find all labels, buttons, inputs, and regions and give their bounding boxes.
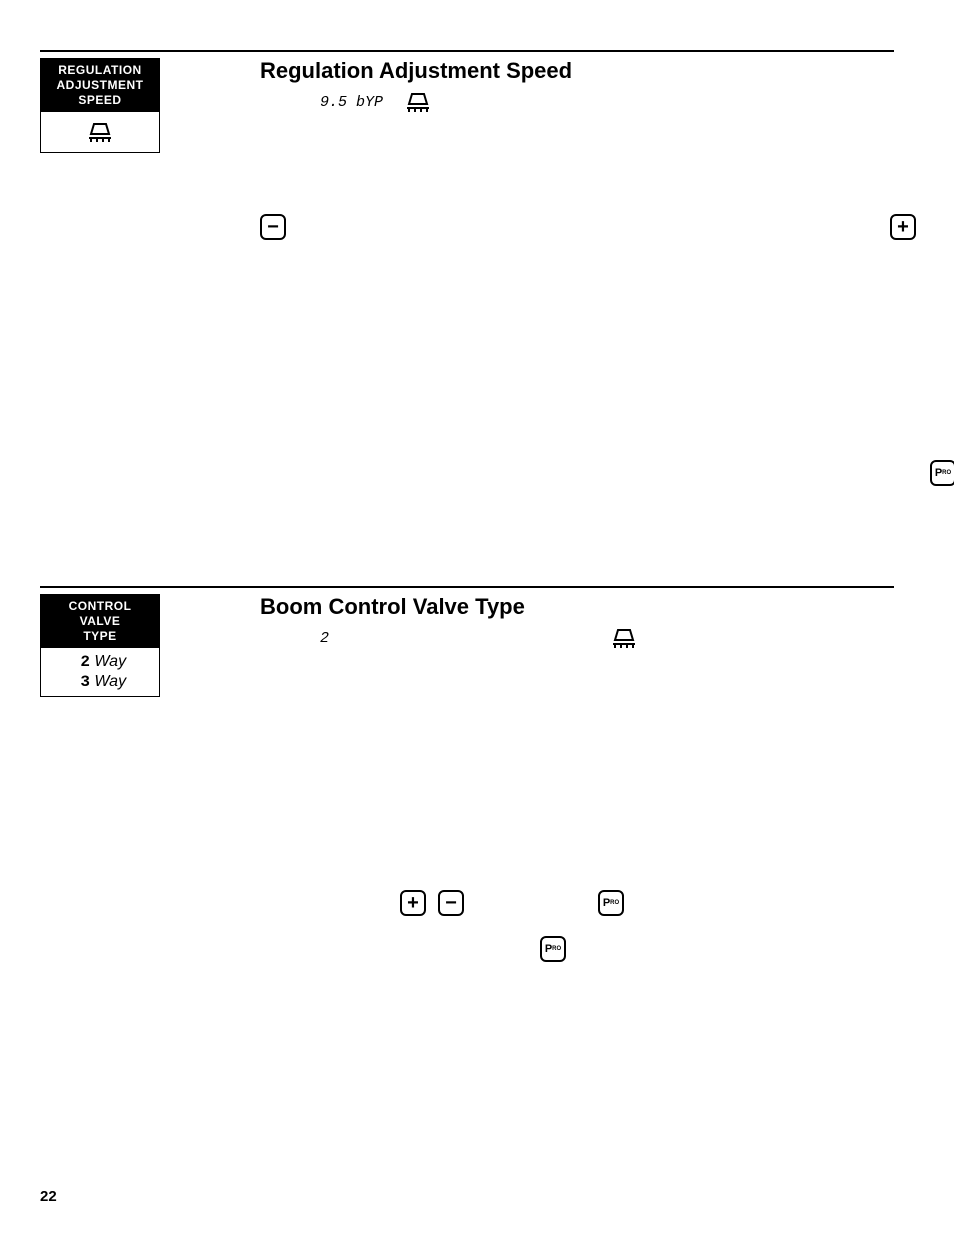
- valve-way-item: 2 Way: [41, 652, 159, 672]
- valve-value-row: 2: [320, 626, 894, 650]
- sprayer-icon: [609, 626, 639, 650]
- sprayer-icon: [85, 120, 115, 144]
- valve-section: CONTROL VALVE TYPE 2 Way 3 Way Boom Cont…: [40, 594, 894, 962]
- label-line: CONTROL: [43, 599, 157, 614]
- pro-sub: RO: [942, 470, 951, 476]
- pro-button-row: PRO: [930, 460, 954, 486]
- valve-value: 2: [320, 630, 329, 647]
- regulation-heading: Regulation Adjustment Speed: [260, 58, 954, 84]
- valve-heading: Boom Control Valve Type: [260, 594, 894, 620]
- label-line: VALVE: [43, 614, 157, 629]
- valve-label-head: CONTROL VALVE TYPE: [41, 595, 159, 648]
- page-number: 22: [40, 1188, 57, 1205]
- pro-button[interactable]: PRO: [598, 890, 624, 916]
- plus-button[interactable]: +: [890, 214, 916, 240]
- valve-content: Boom Control Valve Type 2 + − PRO PRO: [260, 594, 894, 962]
- pro-button[interactable]: PRO: [540, 936, 566, 962]
- regulation-buttons: − +: [260, 214, 954, 240]
- label-line: ADJUSTMENT: [43, 78, 157, 93]
- pro-button-below: PRO: [540, 936, 894, 962]
- regulation-content: Regulation Adjustment Speed 9.5 bYP − + …: [260, 58, 954, 486]
- section-divider: [40, 586, 894, 588]
- regulation-value-row: 9.5 bYP: [320, 90, 954, 114]
- regulation-label-box: REGULATION ADJUSTMENT SPEED: [40, 58, 160, 153]
- spacer: [40, 526, 894, 586]
- valve-way-item: 3 Way: [41, 672, 159, 692]
- regulation-value: 9.5 bYP: [320, 94, 383, 111]
- minus-button[interactable]: −: [260, 214, 286, 240]
- valve-ways-list: 2 Way 3 Way: [41, 648, 159, 696]
- pro-label: P: [603, 898, 610, 909]
- regulation-label-head: REGULATION ADJUSTMENT SPEED: [41, 59, 159, 112]
- sprayer-icon: [403, 90, 433, 114]
- label-line: SPEED: [43, 93, 157, 108]
- valve-buttons-row: + − PRO: [400, 890, 894, 916]
- label-line: TYPE: [43, 629, 157, 644]
- regulation-section: REGULATION ADJUSTMENT SPEED Regulation A…: [40, 58, 894, 486]
- regulation-label-icon: [41, 112, 159, 152]
- pro-sub: RO: [552, 946, 561, 952]
- plus-button[interactable]: +: [400, 890, 426, 916]
- label-line: REGULATION: [43, 63, 157, 78]
- pro-label: P: [545, 944, 552, 955]
- section-divider: [40, 50, 894, 52]
- minus-button[interactable]: −: [438, 890, 464, 916]
- pro-label: P: [935, 468, 942, 479]
- pro-button[interactable]: PRO: [930, 460, 954, 486]
- valve-label-box: CONTROL VALVE TYPE 2 Way 3 Way: [40, 594, 160, 697]
- pro-sub: RO: [610, 900, 619, 906]
